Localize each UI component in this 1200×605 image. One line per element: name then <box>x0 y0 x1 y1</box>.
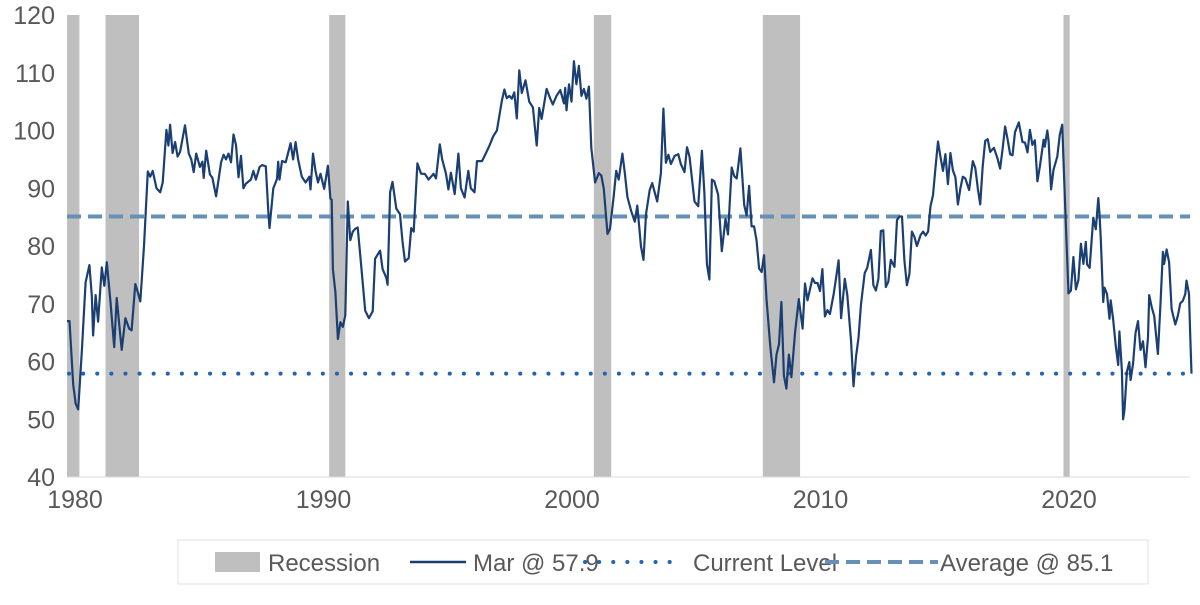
y-tick-label: 70 <box>27 291 55 319</box>
recession-band <box>593 15 612 477</box>
y-axis-ticks: 40 50 60 70 80 90 100 110 120 <box>13 2 55 492</box>
legend-series-label: Mar @ 57.9 <box>473 550 599 577</box>
legend-average-label: Average @ 85.1 <box>940 550 1113 577</box>
x-tick-label: 2020 <box>1041 486 1097 514</box>
legend: Recession Mar @ 57.9 Current Level Avera… <box>177 539 1149 585</box>
y-tick-label: 80 <box>27 233 55 261</box>
legend-current-label: Current Level <box>693 550 837 577</box>
x-axis-ticks: 1980 1990 2000 2010 2020 <box>47 486 1097 514</box>
y-tick-label: 100 <box>13 118 55 146</box>
y-tick-label: 60 <box>27 349 55 377</box>
series-line <box>67 60 1193 421</box>
x-tick-label: 2000 <box>544 486 600 514</box>
legend-recession-label: Recession <box>268 550 380 577</box>
y-tick-label: 90 <box>27 175 55 203</box>
recession-band <box>762 15 801 477</box>
recession-band <box>67 15 80 477</box>
y-tick-label: 50 <box>27 406 55 434</box>
y-tick-label: 120 <box>13 2 55 30</box>
y-tick-label: 40 <box>27 464 55 492</box>
recession-band <box>105 15 140 477</box>
y-tick-label: 110 <box>15 60 55 88</box>
x-tick-label: 1990 <box>296 486 352 514</box>
legend-recession-swatch <box>215 552 260 572</box>
legend-box <box>177 539 1149 585</box>
x-tick-label: 2010 <box>793 486 849 514</box>
x-tick-label: 1980 <box>47 486 103 514</box>
recession-band <box>329 15 346 477</box>
